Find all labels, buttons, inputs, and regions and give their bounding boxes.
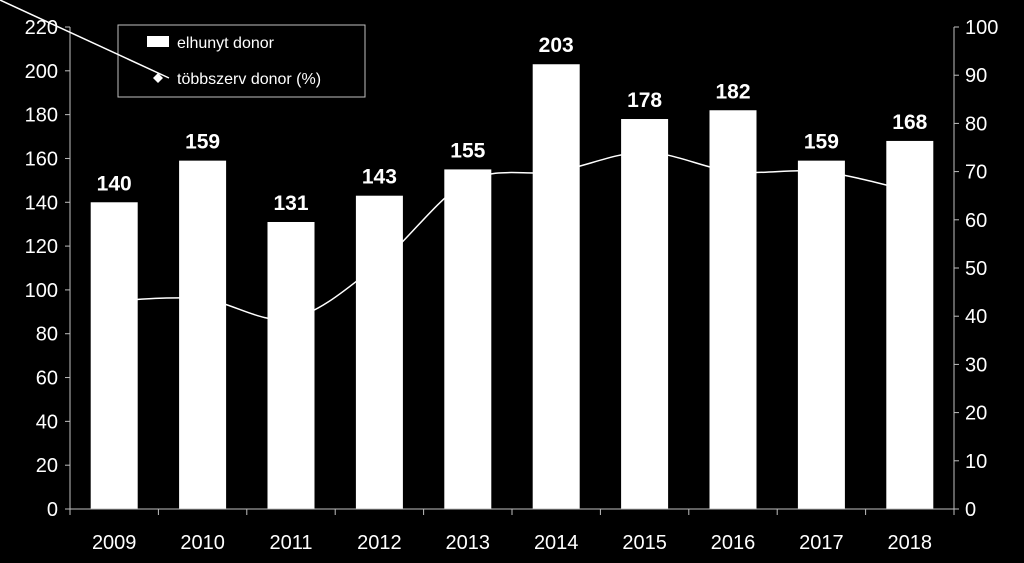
bar-2016: [709, 110, 757, 509]
x-tick-label-2015: 2015: [622, 532, 667, 554]
left-tick-label-80: 80: [36, 324, 58, 346]
data-label-2014: 203: [539, 34, 574, 57]
right-tick-label-60: 60: [965, 210, 987, 232]
data-label-2017: 159: [804, 131, 839, 154]
bar-2012: [355, 195, 403, 509]
right-tick-label-100: 100: [965, 17, 998, 39]
bar-2017: [797, 160, 845, 510]
line-point-2017: [820, 170, 823, 173]
bar-2013: [444, 169, 492, 509]
legend-label-bars: elhunyt donor: [177, 35, 275, 52]
line-point-2018: [909, 190, 911, 192]
data-label-2012: 143: [362, 166, 397, 189]
right-tick-label-70: 70: [965, 162, 987, 184]
series-line-tobbszerv-donor: [114, 151, 910, 321]
left-tick-label-200: 200: [25, 61, 58, 83]
line-point-2011: [290, 317, 292, 320]
right-tick-label-50: 50: [965, 258, 987, 280]
bar-2018: [886, 140, 934, 509]
bar-2009: [90, 202, 138, 510]
right-tick-label-40: 40: [965, 306, 987, 328]
line-point-2015: [643, 151, 646, 154]
x-tick-label-2014: 2014: [534, 532, 579, 554]
legend-bar-swatch: [147, 36, 169, 47]
right-tick-label-20: 20: [965, 403, 987, 425]
x-tick-label-2011: 2011: [269, 532, 312, 554]
legend-label-line: többszerv donor (%): [177, 71, 321, 88]
left-tick-label-40: 40: [36, 411, 58, 433]
data-label-2010: 159: [185, 131, 220, 154]
x-tick-label-2018: 2018: [888, 532, 933, 554]
left-tick-label-160: 160: [25, 148, 58, 170]
right-tick-label-10: 10: [965, 451, 987, 473]
legend: elhunyt donor többszerv donor (%): [0, 0, 366, 98]
labels-layer: 140 159 131 143 155 203 178 182 159 168: [97, 34, 928, 215]
x-tick-label-2009: 2009: [92, 532, 137, 554]
x-tick-label-2010: 2010: [180, 532, 225, 554]
right-tick-label-80: 80: [965, 113, 987, 135]
left-tick-label-120: 120: [25, 236, 58, 258]
bar-2010: [179, 160, 227, 510]
data-label-2018: 168: [892, 111, 927, 134]
legend-line-swatch: [0, 0, 170, 79]
x-tick-label-2017: 2017: [799, 532, 844, 554]
left-tick-label-60: 60: [36, 368, 58, 390]
legend-diamond-marker-icon: [153, 73, 163, 83]
right-tick-label-90: 90: [965, 65, 987, 87]
right-tick-label-0: 0: [965, 499, 976, 521]
line-point-2014: [555, 170, 557, 173]
line-point-2013: [467, 180, 469, 183]
line-point-2012: [378, 262, 381, 264]
bar-2011: [267, 221, 315, 509]
line-layer: [113, 151, 911, 321]
line-point-2009: [113, 299, 115, 302]
line-point-2010: [201, 298, 204, 300]
left-tick-label-100: 100: [25, 280, 58, 302]
data-label-2013: 155: [450, 139, 485, 162]
x-tick-label-2016: 2016: [711, 532, 756, 554]
bar-2015: [621, 119, 669, 509]
left-tick-label-220: 220: [25, 17, 58, 39]
bars-layer: [90, 64, 934, 510]
line-point-2016: [732, 170, 734, 173]
left-tick-label-0: 0: [47, 499, 58, 521]
data-label-2009: 140: [97, 172, 132, 195]
right-tick-label-30: 30: [965, 354, 987, 376]
left-tick-label-180: 180: [25, 105, 58, 127]
left-tick-label-20: 20: [36, 455, 58, 477]
bar-2014: [532, 64, 580, 509]
data-label-2011: 131: [273, 192, 308, 215]
left-tick-label-140: 140: [25, 192, 58, 214]
data-label-2015: 178: [627, 89, 662, 112]
x-tick-label-2012: 2012: [357, 532, 402, 554]
data-label-2016: 182: [715, 80, 750, 103]
x-tick-label-2013: 2013: [446, 532, 491, 554]
